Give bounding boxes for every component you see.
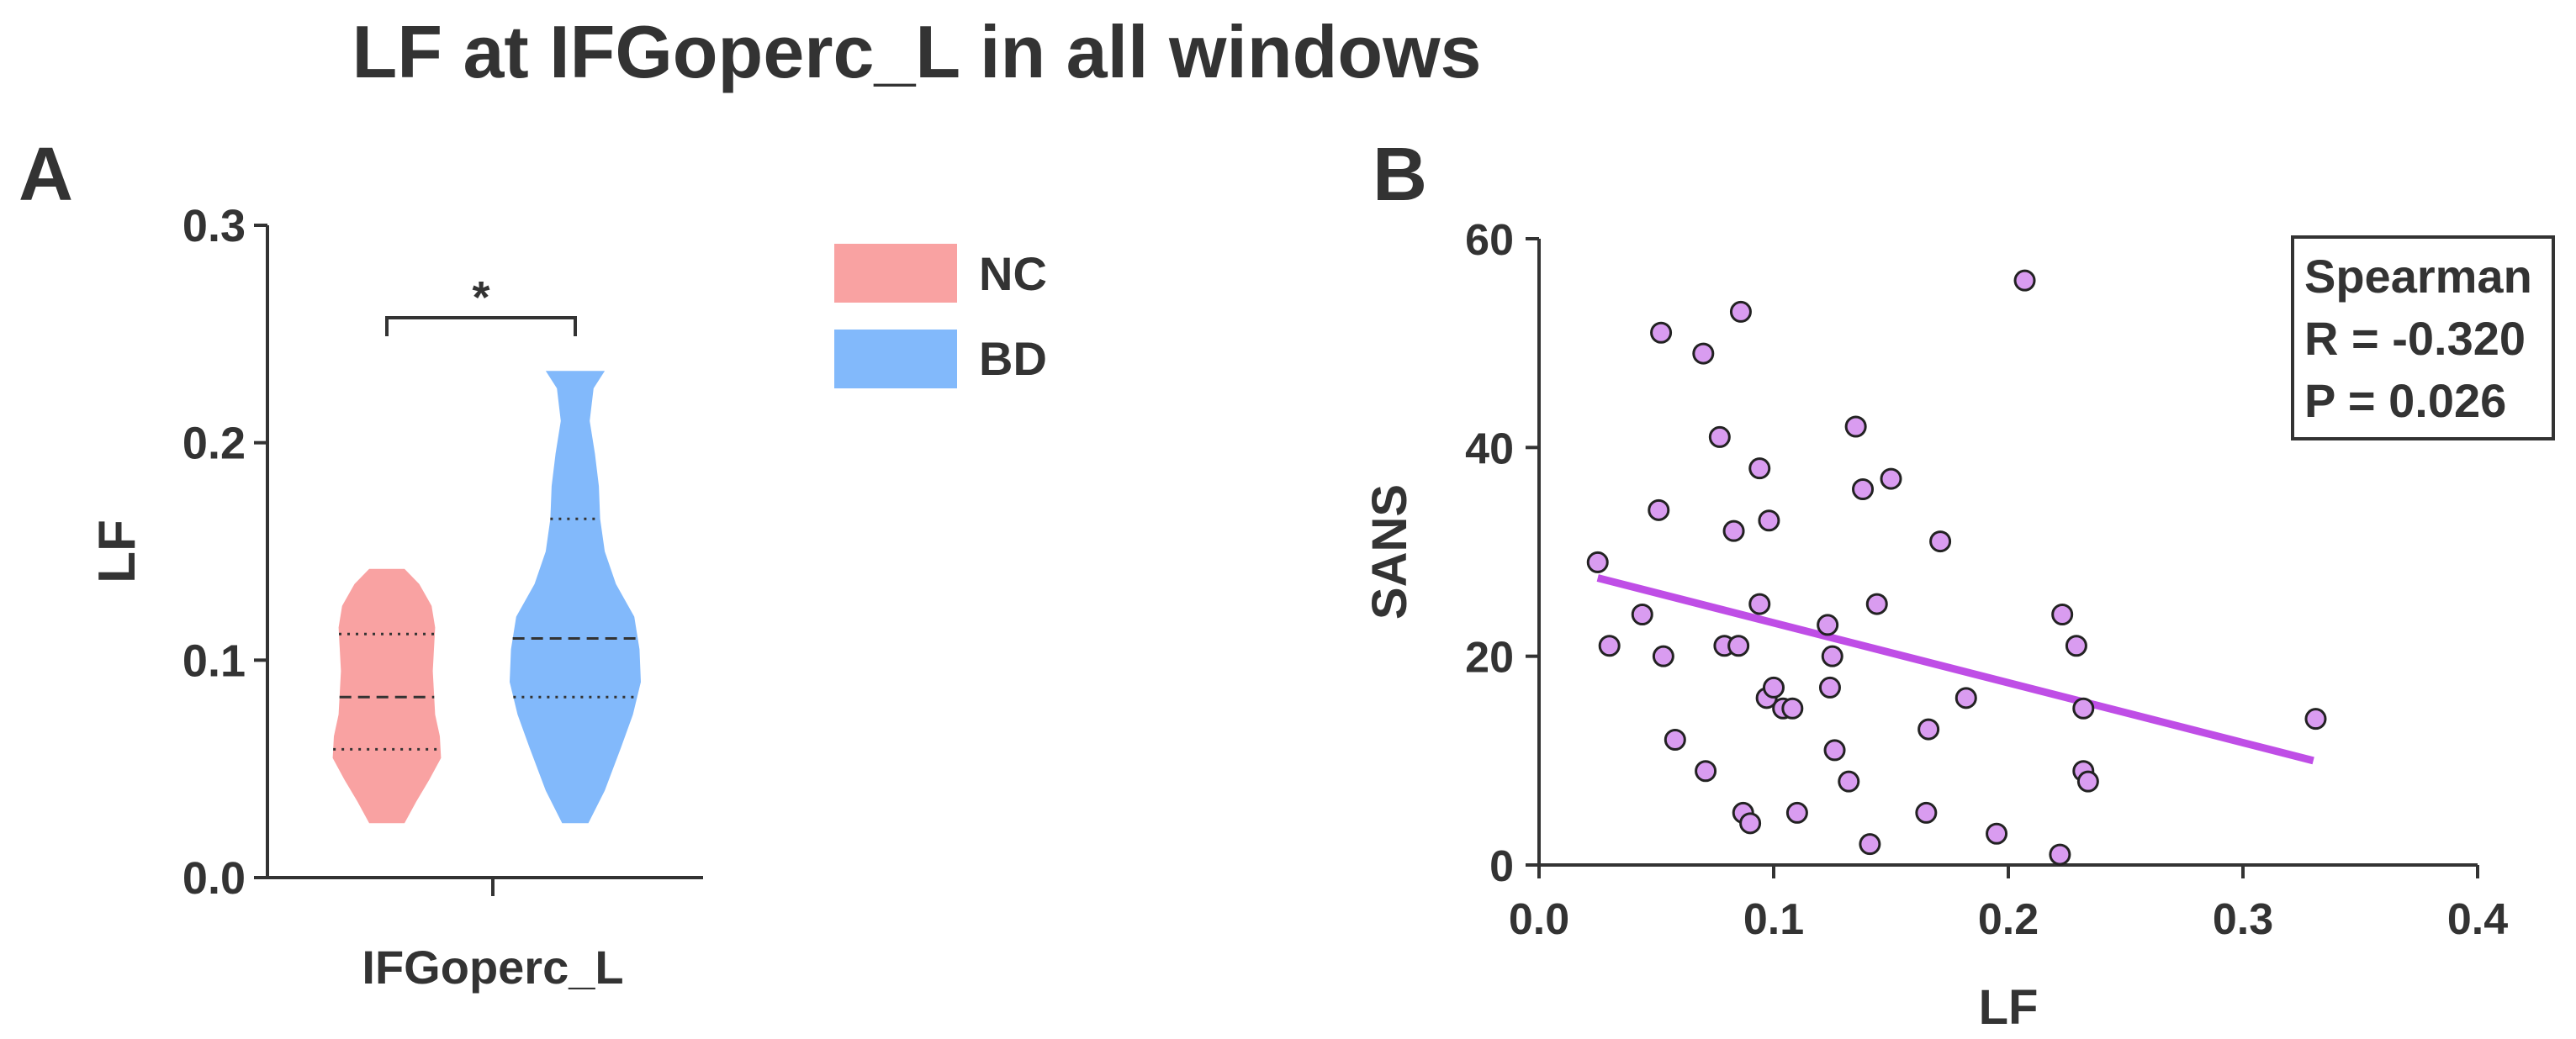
significance-bracket: * — [385, 272, 577, 336]
scatter-point — [1695, 760, 1717, 783]
panel-b-x-axis-label: LF — [1979, 980, 2039, 1035]
panel-b-axes: 0 20 40 60 0.0 0.1 0.2 0.3 0.4 — [1465, 216, 2508, 944]
scatter-point — [2304, 708, 2327, 730]
scatter-point — [2076, 770, 2099, 793]
scatter-point — [1586, 551, 1609, 573]
scatter-point — [1859, 833, 1881, 856]
scatter-point — [1838, 770, 1860, 793]
scatter-point — [1929, 530, 1952, 553]
spearman-r-value: R = -0.320 — [2304, 312, 2526, 365]
scatter-point — [1844, 415, 1867, 438]
scatter-point — [1763, 676, 1785, 699]
panel-b-y-tick-label: 40 — [1465, 425, 1514, 473]
scatter-point — [2065, 635, 2087, 657]
spearman-box: Spearman R = -0.320 P = 0.026 — [2291, 235, 2555, 440]
spearman-p-value: P = 0.026 — [2304, 374, 2506, 427]
scatter-point — [2072, 697, 2095, 720]
panel-a-x-category-label: IFGoperc_L — [362, 941, 623, 994]
legend-label-bd: BD — [979, 332, 1047, 385]
scatter-point — [1692, 342, 1715, 365]
scatter-point — [1954, 687, 1977, 709]
significance-marker: * — [472, 272, 489, 323]
panel-label-b: B — [1373, 133, 1427, 217]
scatter-point — [2013, 269, 2036, 292]
legend-label-nc: NC — [979, 247, 1047, 300]
scatter-point — [2049, 843, 2071, 866]
scatter-point — [1917, 718, 1940, 741]
scatter-point — [1986, 822, 2008, 845]
panel-a-y-tick-label: 0.2 — [182, 419, 246, 469]
legend-swatch-nc — [834, 244, 957, 303]
legend-swatch-bd — [834, 330, 957, 388]
scatter-point — [1915, 801, 1938, 824]
panel-b-y-tick-label: 60 — [1465, 216, 1514, 265]
scatter-point — [1648, 498, 1670, 521]
panel-b-x-tick-label: 0.3 — [2213, 895, 2273, 944]
spearman-box-frame — [2291, 235, 2555, 440]
panel-a-axes: 0.0 0.1 0.2 0.3 — [182, 201, 703, 904]
spearman-title: Spearman — [2304, 250, 2532, 303]
panel-a-y-axis-label: LF — [88, 520, 146, 583]
scatter-point — [1652, 645, 1674, 667]
scatter-point — [1785, 801, 1808, 824]
panel-b-x-tick-label: 0.0 — [1509, 895, 1569, 944]
violin-bd — [510, 371, 641, 824]
scatter-point — [1722, 520, 1745, 542]
panel-a-y-tick-label: 0.1 — [182, 636, 246, 686]
scatter-point — [1823, 739, 1846, 762]
panel-b-y-axis-label: SANS — [1362, 484, 1417, 620]
scatter-point — [1598, 635, 1621, 657]
panel-b-x-tick-label: 0.4 — [2447, 895, 2508, 944]
scatter-points — [1586, 269, 2327, 866]
scatter-point — [1781, 697, 1804, 720]
panel-b-y-tick-label: 20 — [1465, 634, 1514, 683]
regression-line — [1596, 574, 2314, 765]
legend: NC BD — [834, 244, 1047, 388]
panel-a-y-tick-label: 0.0 — [182, 853, 246, 904]
scatter-point — [1631, 604, 1653, 625]
figure-title: LF at IFGoperc_L in all windows — [352, 10, 1482, 93]
scatter-point — [1708, 425, 1731, 448]
scatter-point — [1880, 467, 1902, 490]
panel-b-y-tick-label: 0 — [1489, 842, 1514, 891]
scatter-point — [1818, 676, 1841, 699]
scatter-point — [1758, 509, 1780, 532]
scatter-point — [1852, 478, 1875, 500]
panel-a: A LF 0.0 0.1 0.2 0.3 IFGoperc_L * NC BD — [19, 133, 1047, 994]
significance-bracket-line — [385, 316, 577, 336]
panel-b: B SANS LF 0 20 40 60 0.0 0.1 0.2 0.3 0.4 Spearma… — [1362, 133, 2555, 1035]
panel-b-x-tick-label: 0.2 — [1978, 895, 2039, 944]
scatter-point — [1739, 812, 1762, 835]
panel-b-x-tick-label: 0.1 — [1743, 895, 1804, 944]
scatter-point — [1865, 593, 1888, 615]
scatter-point — [1650, 321, 1673, 344]
panel-label-a: A — [19, 133, 73, 217]
scatter-point — [1727, 635, 1750, 657]
scatter-point — [1729, 300, 1752, 323]
scatter-point — [1748, 457, 1771, 480]
scatter-point — [1664, 729, 1686, 751]
scatter-point — [1748, 593, 1771, 615]
scatter-point — [1817, 614, 1839, 636]
panel-a-y-tick-label: 0.3 — [182, 201, 246, 251]
scatter-point — [1821, 645, 1843, 667]
panel-a-violins — [332, 371, 641, 824]
scatter-point — [2051, 604, 2074, 625]
